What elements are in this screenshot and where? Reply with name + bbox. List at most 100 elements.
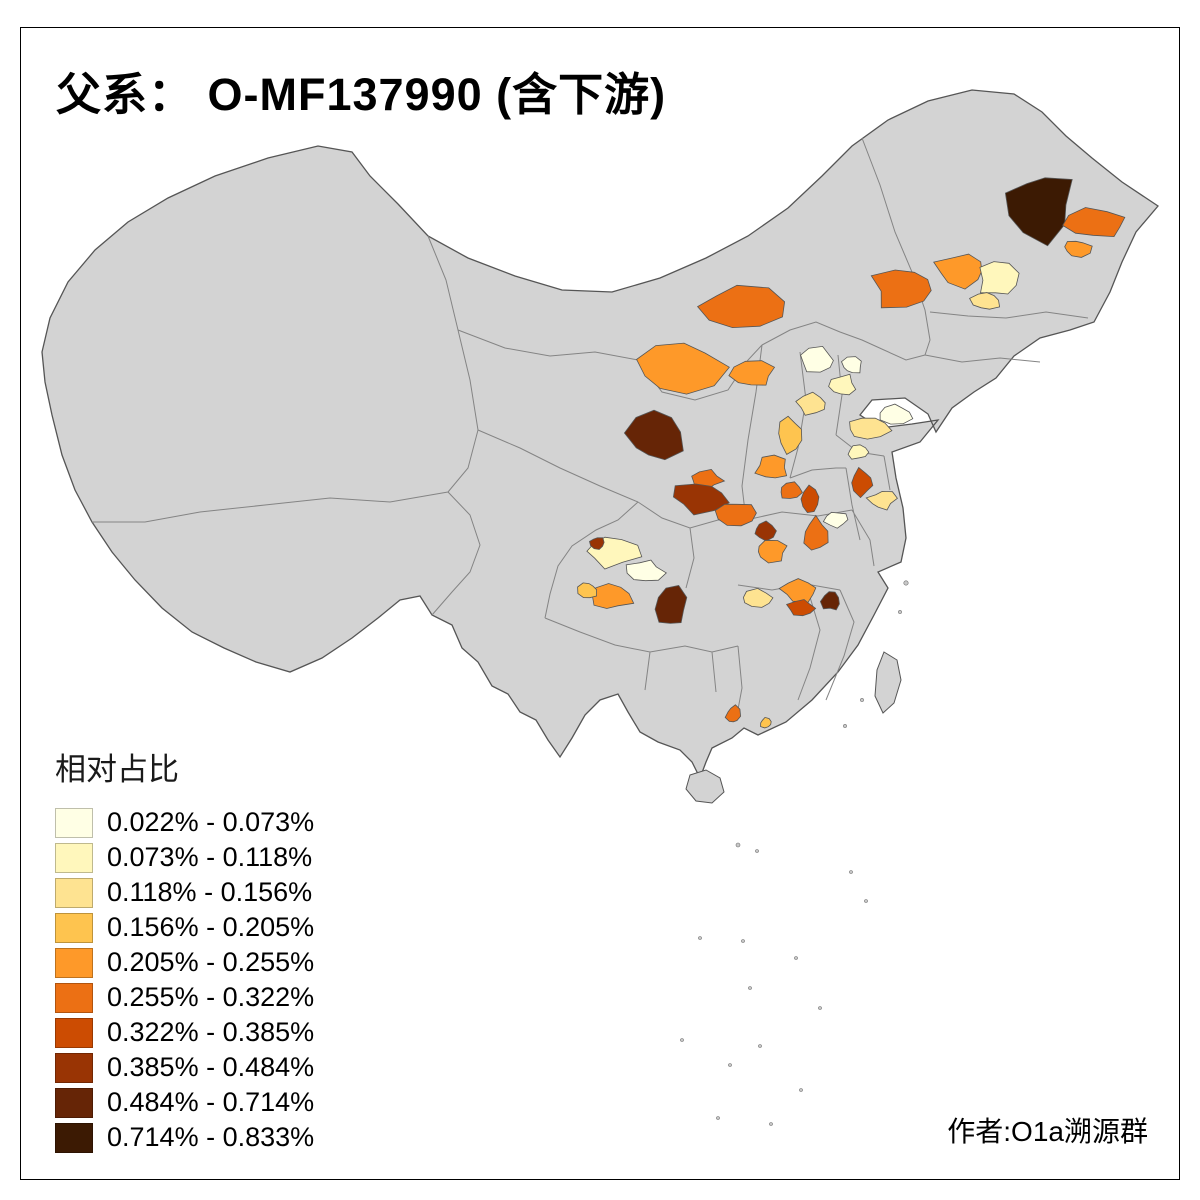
figure-title: 父系： O-MF137990 (含下游) <box>56 69 667 120</box>
legend-items: 0.022% - 0.073% 0.073% - 0.118% 0.118% - 0… <box>55 805 314 1155</box>
island-dot <box>794 956 798 960</box>
prefecture-region <box>819 591 840 611</box>
highlighted-prefectures <box>577 177 1126 729</box>
legend-item: 0.118% - 0.156% <box>55 875 314 910</box>
prefecture-region <box>841 356 862 374</box>
prefecture-region <box>849 417 893 440</box>
legend-range-label: 0.022% - 0.073% <box>107 807 315 837</box>
prefecture-region <box>979 261 1020 295</box>
prefecture-region <box>1004 177 1073 247</box>
island-dot <box>748 986 752 990</box>
legend-range-label: 0.205% - 0.255% <box>107 947 315 977</box>
prefecture-region <box>800 484 820 514</box>
legend-range-label: 0.255% - 0.322% <box>107 982 315 1012</box>
island-dot <box>716 1116 720 1120</box>
prefecture-region <box>851 466 874 499</box>
island-dot <box>799 1088 803 1092</box>
prefecture-region <box>785 599 817 617</box>
prefecture-region <box>754 520 777 542</box>
island-dot <box>680 1038 684 1042</box>
legend-item: 0.714% - 0.833% <box>55 1120 314 1155</box>
prefecture-region <box>577 582 597 599</box>
prefecture-region <box>757 539 788 564</box>
legend-range-label: 0.385% - 0.484% <box>107 1052 315 1082</box>
legend-color-swatch <box>55 982 93 1013</box>
prefecture-region <box>1064 240 1093 258</box>
island-dot <box>843 724 847 728</box>
legend-item: 0.205% - 0.255% <box>55 945 314 980</box>
island-dot <box>860 698 864 702</box>
prefecture-region <box>654 585 688 624</box>
island-dot <box>755 849 759 853</box>
prefecture-region <box>728 360 776 386</box>
prefecture-region <box>870 269 932 309</box>
island-dot <box>698 936 702 940</box>
prefecture-region <box>865 490 898 511</box>
island-dot <box>849 870 853 874</box>
legend-item: 0.484% - 0.714% <box>55 1085 314 1120</box>
legend-color-swatch <box>55 1122 93 1153</box>
island-dot <box>903 580 909 586</box>
prefecture-region <box>1062 207 1126 238</box>
china-mainland-shape <box>41 89 1159 780</box>
legend-title: 相对占比 <box>55 752 179 787</box>
sea-islands <box>680 580 909 1126</box>
prefecture-region <box>969 292 1001 310</box>
legend-range-label: 0.714% - 0.833% <box>107 1122 315 1152</box>
legend-item: 0.322% - 0.385% <box>55 1015 314 1050</box>
island-dot <box>741 939 745 943</box>
prefecture-region <box>714 503 757 527</box>
island-dot <box>864 899 868 903</box>
prefecture-region <box>828 373 857 396</box>
taiwan-island <box>874 651 902 714</box>
legend-color-swatch <box>55 1087 93 1118</box>
island-dot <box>728 1063 732 1067</box>
island-dot <box>818 1006 822 1010</box>
prefecture-region <box>636 342 730 395</box>
prefecture-region <box>800 345 834 373</box>
legend-range-label: 0.073% - 0.118% <box>107 842 313 872</box>
legend-range-label: 0.118% - 0.156% <box>107 877 313 907</box>
legend-color-swatch <box>55 842 93 873</box>
author-credit: 作者:O1a溯源群 <box>947 1116 1148 1147</box>
legend-item: 0.022% - 0.073% <box>55 805 314 840</box>
island-dot <box>735 842 741 848</box>
prefecture-region <box>672 483 730 516</box>
prefecture-region <box>724 704 742 723</box>
prefecture-region <box>623 409 684 461</box>
prefecture-region <box>822 511 849 529</box>
legend-color-swatch <box>55 1017 93 1048</box>
island-dot <box>758 1044 762 1048</box>
legend-color-swatch <box>55 877 93 908</box>
prefecture-region <box>742 587 774 608</box>
legend-color-swatch <box>55 807 93 838</box>
prefecture-region <box>696 284 786 329</box>
prefecture-region <box>780 481 803 499</box>
prefecture-region <box>754 454 788 479</box>
legend-range-label: 0.322% - 0.385% <box>107 1017 315 1047</box>
legend-item: 0.073% - 0.118% <box>55 840 314 875</box>
legend-range-label: 0.156% - 0.205% <box>107 912 315 942</box>
legend: 相对占比 0.022% - 0.073% 0.073% - 0.118% 0.118… <box>55 744 314 1155</box>
legend-item: 0.255% - 0.322% <box>55 980 314 1015</box>
legend-color-swatch <box>55 912 93 943</box>
prefecture-region <box>589 537 605 550</box>
prefecture-region <box>778 415 803 455</box>
legend-color-swatch <box>55 1052 93 1083</box>
prefecture-region <box>795 391 826 416</box>
legend-color-swatch <box>55 947 93 978</box>
prefecture-region <box>847 444 870 460</box>
island-dot <box>769 1122 773 1126</box>
prefecture-region <box>879 403 914 425</box>
legend-item: 0.385% - 0.484% <box>55 1050 314 1085</box>
legend-range-label: 0.484% - 0.714% <box>107 1087 315 1117</box>
prefecture-region <box>803 514 829 551</box>
prefecture-region <box>760 716 772 729</box>
legend-item: 0.156% - 0.205% <box>55 910 314 945</box>
prefecture-region <box>933 253 983 290</box>
hainan-island <box>685 769 725 804</box>
prefecture-region <box>625 559 667 582</box>
island-dot <box>898 610 902 614</box>
